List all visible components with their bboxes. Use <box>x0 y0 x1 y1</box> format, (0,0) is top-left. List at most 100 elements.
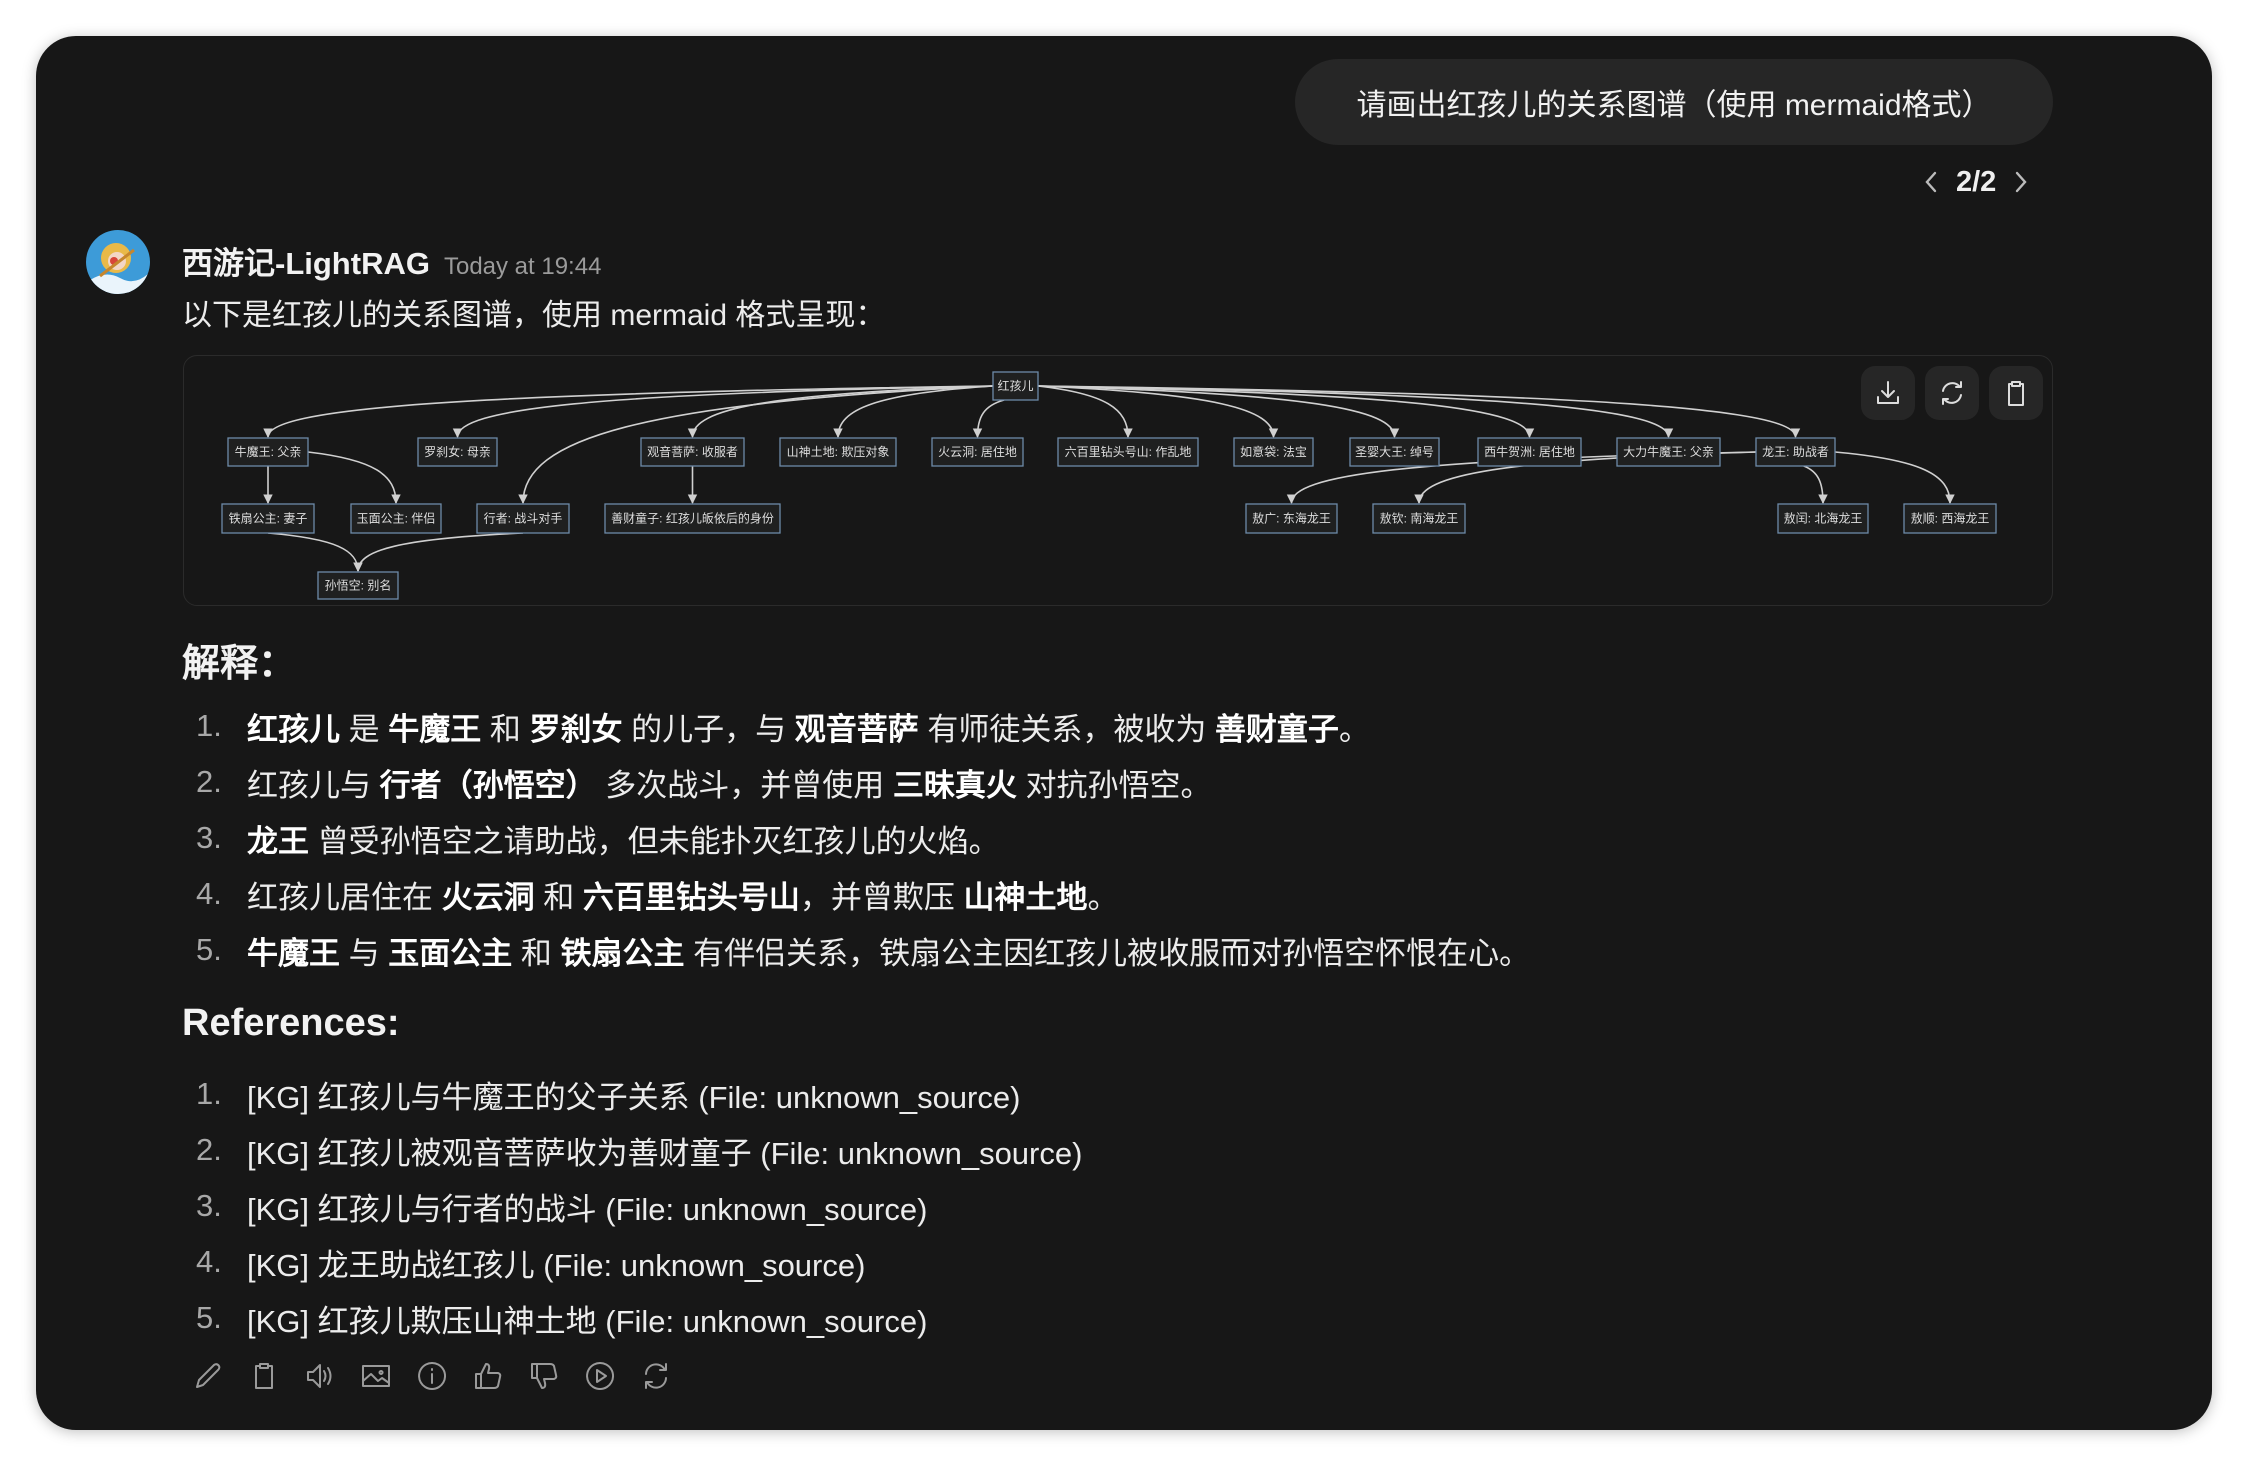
edge-root-lw <box>1037 385 1801 438</box>
node-box <box>227 437 309 467</box>
node-ymgz: 玉面公主: 伴侣 <box>350 503 442 534</box>
list-number: 2. <box>196 1132 222 1167</box>
node-ryd: 如意袋: 法宝 <box>1233 437 1314 467</box>
copy-button[interactable] <box>1989 366 2043 420</box>
node-root: 红孩儿 <box>992 371 1039 401</box>
reference-item: 1. [KG] 红孩儿与牛魔王的父子关系 (File: unknown_sourc… <box>182 1066 1082 1122</box>
text-segment: 与 <box>340 935 389 971</box>
explanation-text: 牛魔王 与 玉面公主 和 铁扇公主 有伴侣关系，铁扇公主因红孩儿被收服而对孙悟空… <box>247 928 1530 973</box>
edge-lw-aq <box>1414 451 1757 504</box>
monkey-king-avatar-icon <box>86 230 150 294</box>
node-box <box>604 503 781 534</box>
references-heading: References: <box>182 1002 400 1044</box>
node-lw: 龙王: 助战者 <box>1755 437 1836 467</box>
node-box <box>931 437 1024 467</box>
user-message-text: 请画出红孩儿的关系图谱（使用 mermaid格式） <box>1356 89 1992 122</box>
reference-item: 5. [KG] 红孩儿欺压山神土地 (File: unknown_source) <box>182 1290 1082 1346</box>
node-box <box>1616 437 1721 467</box>
edge-root-lbl <box>1037 385 1133 438</box>
explanation-text: 红孩儿与 行者（孙悟空） 多次战斗，并曾使用 三昧真火 对抗孙悟空。 <box>247 760 1211 805</box>
node-box <box>317 571 399 600</box>
read-aloud-button[interactable] <box>302 1356 338 1396</box>
assistant-intro: 以下是红孩儿的关系图谱，使用 mermaid 格式呈现： <box>182 299 886 332</box>
node-ar: 敖闰: 北海龙王 <box>1777 503 1869 534</box>
avatar <box>86 230 150 294</box>
list-number: 3. <box>196 1188 222 1223</box>
text-segment: 和 <box>481 711 530 747</box>
node-aq: 敖钦: 南海龙王 <box>1372 503 1466 534</box>
node-stdi: 山神土地: 欺压对象 <box>779 437 897 467</box>
list-number: 4. <box>196 1244 222 1279</box>
edge-root-sy <box>1037 385 1400 438</box>
edge-root-xn <box>1037 385 1535 438</box>
node-box <box>779 437 897 467</box>
reference-text: [KG] 红孩儿与行者的战斗 (File: unknown_source) <box>247 1191 928 1227</box>
node-label: 敖广: 东海龙王 <box>1252 511 1331 526</box>
edge-root-dl <box>1037 385 1674 438</box>
info-icon <box>418 1362 447 1390</box>
regenerate-icon <box>645 1363 667 1389</box>
explanation-item: 3. 龙王 曾受孙悟空之请助战，但未能扑灭红孩儿的火焰。 <box>182 810 1530 866</box>
references-list: 1. [KG] 红孩儿与牛魔王的父子关系 (File: unknown_sourc… <box>182 1066 1082 1346</box>
bold-term: 善财童子 <box>1214 711 1339 747</box>
node-box <box>1755 437 1836 467</box>
edge-root-ryd <box>1037 385 1279 438</box>
node-gy: 观音菩萨: 收服者 <box>640 437 745 467</box>
node-label: 火云洞: 居住地 <box>938 445 1017 459</box>
play-icon <box>586 1362 615 1390</box>
edit-button[interactable] <box>190 1356 226 1396</box>
bold-term: 山神土地 <box>963 879 1088 915</box>
node-label: 龙王: 助战者 <box>1762 445 1829 459</box>
image-button[interactable] <box>358 1356 394 1396</box>
node-as: 敖顺: 西海龙王 <box>1903 503 1997 534</box>
read-aloud-icon <box>307 1364 332 1388</box>
play-button[interactable] <box>582 1356 618 1396</box>
edge-tsgz-swk <box>267 532 363 572</box>
copy-button[interactable] <box>246 1356 282 1396</box>
node-box <box>350 503 442 534</box>
edge-root-xz <box>518 385 994 504</box>
node-box <box>1477 437 1582 467</box>
reference-text: [KG] 红孩儿与牛魔王的父子关系 (File: unknown_source) <box>247 1079 1021 1115</box>
node-xn: 西牛贺洲: 居住地 <box>1477 437 1582 467</box>
message-timestamp: Today at 19:44 <box>443 253 602 280</box>
assistant-name: 西游记-LightRAG <box>182 246 430 281</box>
list-number: 3. <box>196 820 222 855</box>
thumbs-up-button[interactable] <box>470 1356 506 1396</box>
node-label: 敖钦: 南海龙王 <box>1380 511 1459 526</box>
regenerate-button[interactable] <box>638 1356 674 1396</box>
bold-term: 行者（孙悟空） <box>379 767 597 803</box>
text-segment: 的儿子，与 <box>622 711 795 747</box>
node-tsgz: 铁扇公主: 妻子 <box>221 503 315 534</box>
node-xz: 行者: 战斗对手 <box>476 503 570 534</box>
node-label: 观音菩萨: 收服者 <box>647 444 738 459</box>
list-number: 2. <box>196 764 222 799</box>
node-label: 玉面公主: 伴侣 <box>357 511 436 526</box>
refresh-icon <box>1942 381 1962 405</box>
text-segment: 红孩儿居住在 <box>247 879 442 915</box>
chevron-right-icon[interactable] <box>2010 167 2032 197</box>
rerender-button[interactable] <box>1925 366 1979 420</box>
node-label: 孙悟空: 别名 <box>325 578 392 593</box>
clipboard-icon <box>2008 381 2024 406</box>
node-label: 牛魔王: 父亲 <box>235 444 302 459</box>
response-pager: 2/2 <box>1920 162 2032 202</box>
download-icon <box>1877 381 1899 404</box>
text-segment: 和 <box>512 935 561 971</box>
text-segment: 曾受孙悟空之请助战，但未能扑灭红孩儿的火焰。 <box>309 823 1000 859</box>
explanation-text: 龙王 曾受孙悟空之请助战，但未能扑灭红孩儿的火焰。 <box>247 816 1000 861</box>
thumbs-down-button[interactable] <box>526 1356 562 1396</box>
explanation-list: 1. 红孩儿 是 牛魔王 和 罗刹女 的儿子，与 观音菩萨 有师徒关系，被收为 善… <box>182 698 1530 978</box>
node-label: 六百里钻头号山: 作乱地 <box>1065 444 1192 459</box>
node-box <box>1245 503 1338 534</box>
info-button[interactable] <box>414 1356 450 1396</box>
chevron-left-icon[interactable] <box>1920 167 1942 197</box>
bold-term: 龙王 <box>247 823 309 859</box>
node-label: 罗刹女: 母亲 <box>424 444 491 459</box>
bold-term: 三昧真火 <box>892 767 1017 803</box>
bold-term: 红孩儿 <box>247 711 340 747</box>
explanation-item: 4. 红孩儿居住在 火云洞 和 六百里钻头号山，并曾欺压 山神土地。 <box>182 866 1530 922</box>
download-button[interactable] <box>1861 366 1915 420</box>
node-label: 如意袋: 法宝 <box>1240 444 1307 459</box>
node-label: 行者: 战斗对手 <box>484 512 563 526</box>
